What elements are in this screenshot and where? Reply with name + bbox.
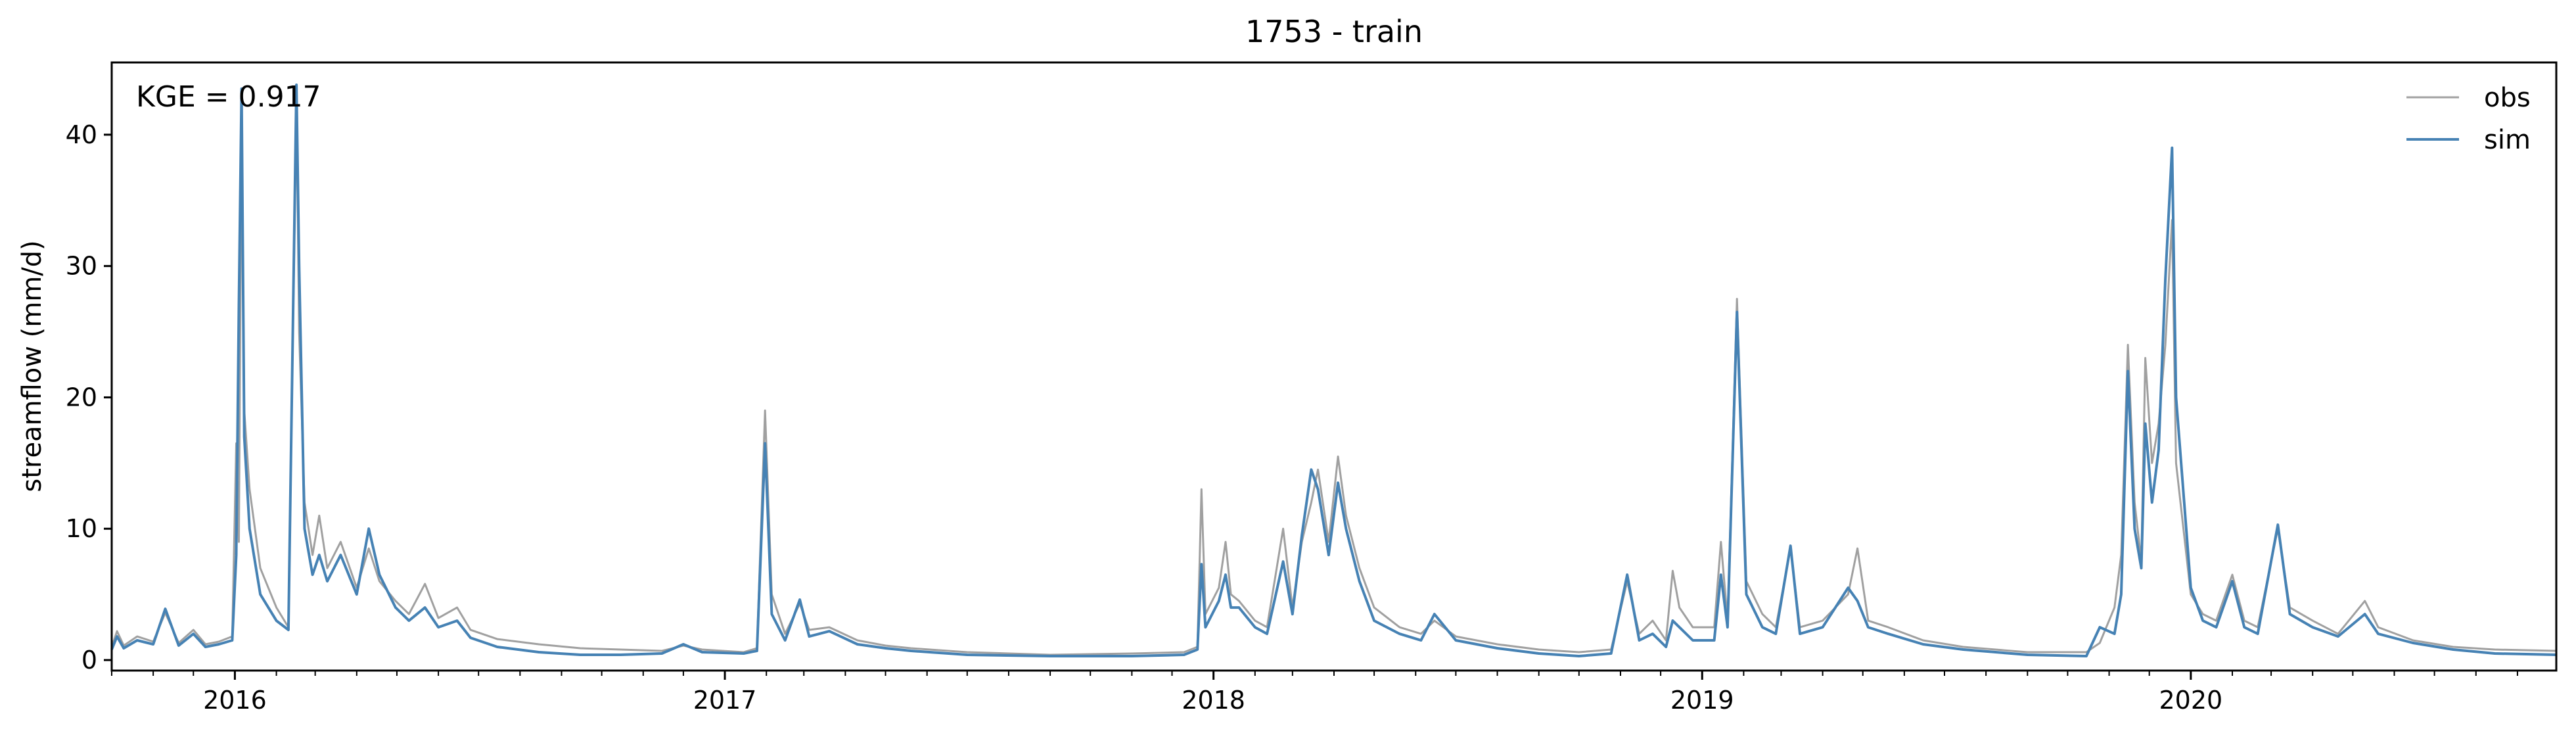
kge-annotation: KGE = 0.917: [136, 80, 321, 114]
legend-sim-label: sim: [2484, 125, 2531, 155]
x-tick-label: 2017: [693, 686, 757, 715]
series-line-sim: [110, 83, 2557, 657]
y-tick-label: 10: [66, 514, 97, 543]
x-tick-label: 2020: [2159, 686, 2222, 715]
y-tick-label: 0: [81, 646, 97, 675]
legend: obs sim: [2406, 83, 2531, 155]
y-tick-label: 30: [66, 252, 97, 281]
y-axis-label: streamflow (mm/d): [17, 240, 47, 492]
x-axis: 2016 2017 2018 2019 2020: [111, 671, 2518, 715]
y-tick-label: 20: [66, 383, 97, 412]
chart-title: 1753 - train: [1245, 14, 1423, 49]
series-layer: [110, 83, 2557, 657]
legend-obs-label: obs: [2484, 83, 2531, 113]
plot-area: [110, 83, 2557, 657]
y-tick-label: 40: [66, 120, 97, 149]
y-axis: 0 10 20 30 40: [66, 120, 112, 675]
x-tick-label: 2016: [203, 686, 267, 715]
x-tick-label: 2018: [1182, 686, 1245, 715]
x-tick-label: 2019: [1670, 686, 1734, 715]
